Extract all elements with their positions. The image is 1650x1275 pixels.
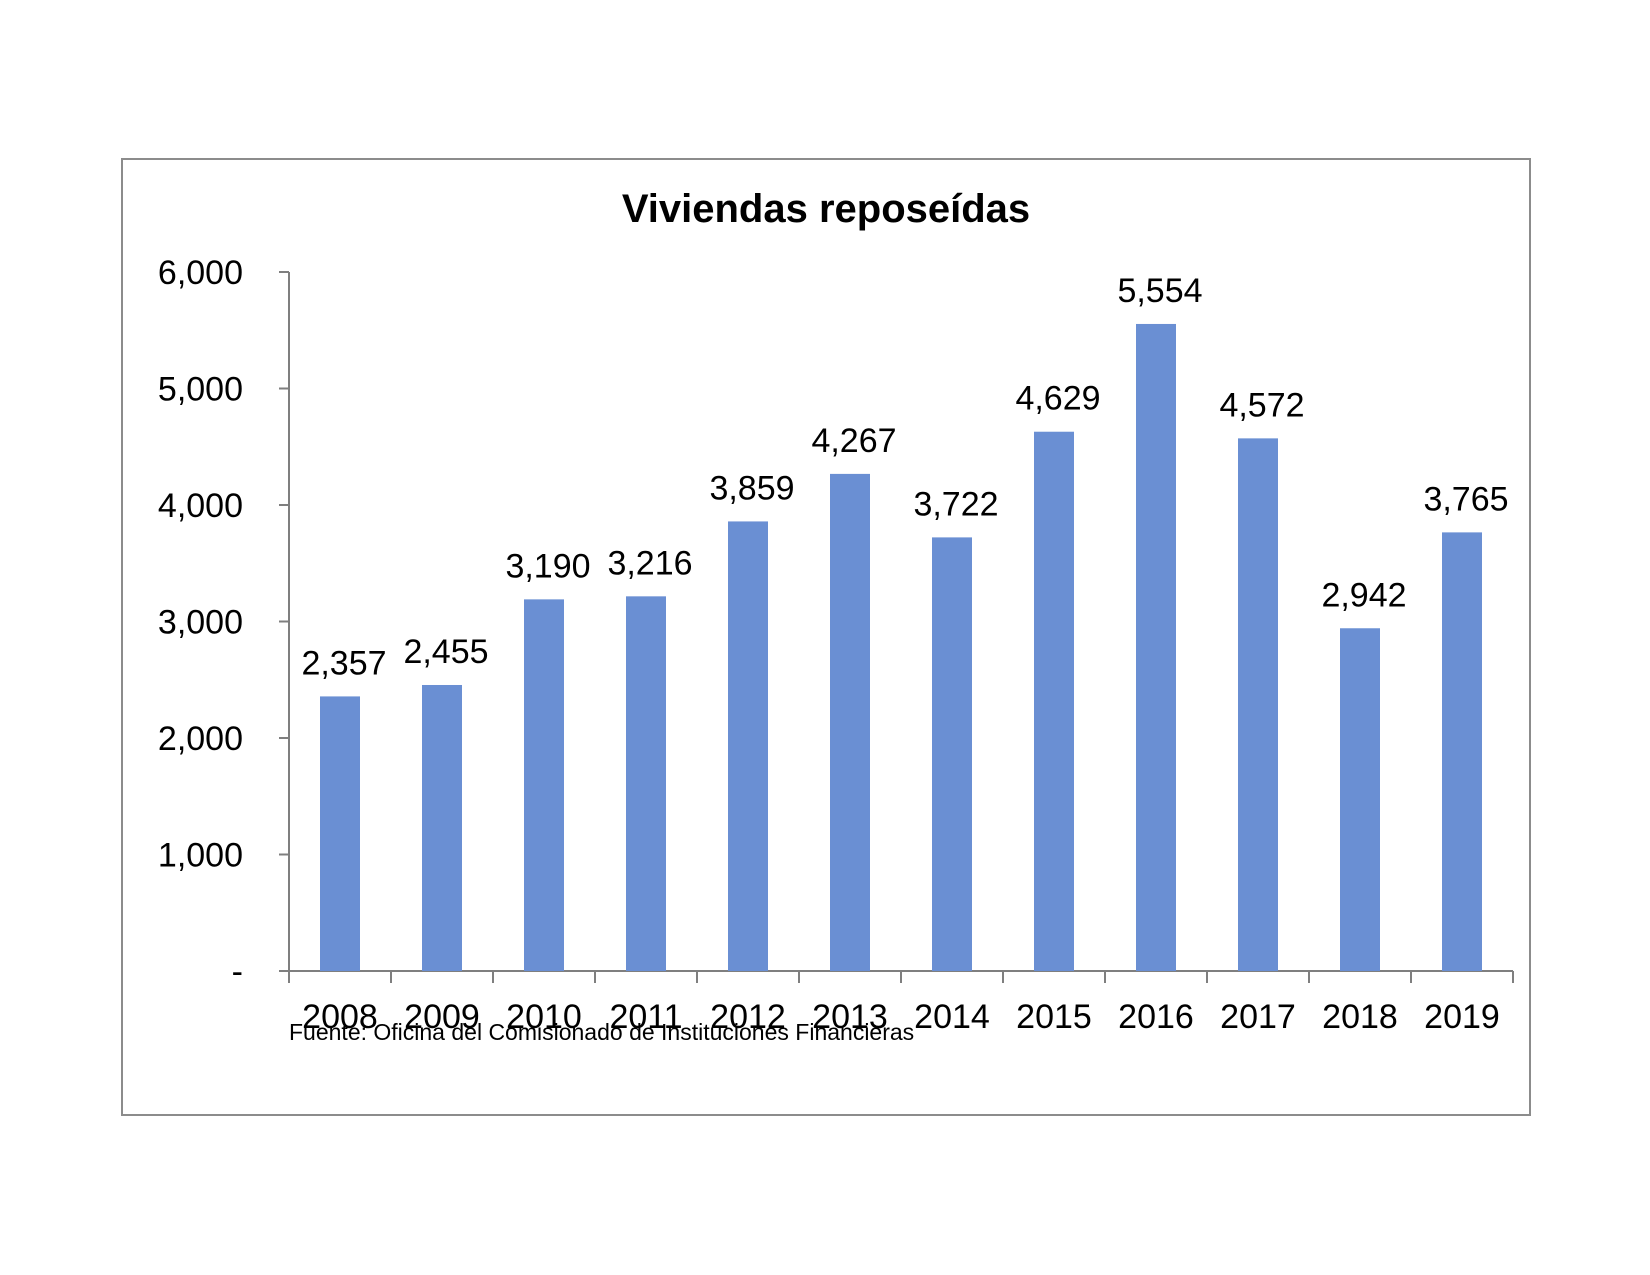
bar-2017 bbox=[1238, 438, 1278, 971]
data-label-2012: 3,859 bbox=[709, 469, 794, 507]
y-tick-label: 4,000 bbox=[158, 487, 243, 525]
y-tick-label: 1,000 bbox=[158, 837, 243, 875]
bar-2009 bbox=[422, 684, 462, 971]
source-note: Fuente: Oficina del Comisionado de Insti… bbox=[289, 1019, 914, 1045]
data-label-2009: 2,455 bbox=[403, 633, 488, 671]
data-label-2010: 3,190 bbox=[505, 547, 590, 585]
x-tick-label-2008: 2008 bbox=[302, 998, 378, 1036]
bar-chart: Viviendas reposeídas - 1,000 2,000 3,000 4,0… bbox=[158, 187, 1514, 1045]
x-tick-label-2014: 2014 bbox=[914, 998, 990, 1036]
bar-2016 bbox=[1136, 323, 1176, 971]
bar-2013 bbox=[830, 473, 870, 971]
y-tick-label: 2,000 bbox=[158, 720, 243, 758]
bar-2008 bbox=[320, 696, 360, 971]
data-label-2014: 3,722 bbox=[913, 485, 998, 523]
x-tick-label-2010: 2010 bbox=[506, 998, 582, 1036]
x-tick-label-2013: 2013 bbox=[812, 998, 888, 1036]
y-tick-label: - bbox=[232, 953, 243, 991]
y-tick-label: 3,000 bbox=[158, 604, 243, 642]
data-label-2008: 2,357 bbox=[301, 644, 386, 682]
bar-2010 bbox=[524, 599, 564, 971]
data-label-2019: 3,765 bbox=[1423, 480, 1508, 518]
data-label-2018: 2,942 bbox=[1321, 576, 1406, 614]
x-tick-label-2015: 2015 bbox=[1016, 998, 1092, 1036]
bar-2019 bbox=[1442, 532, 1482, 971]
data-label-2016: 5,554 bbox=[1117, 272, 1202, 310]
bar-2011 bbox=[626, 596, 666, 971]
data-label-2017: 4,572 bbox=[1219, 386, 1304, 424]
x-tick-label-2019: 2019 bbox=[1424, 998, 1500, 1036]
bar-2015 bbox=[1034, 431, 1074, 971]
y-tick-label: 6,000 bbox=[158, 254, 243, 292]
x-tick-label-2009: 2009 bbox=[404, 998, 480, 1036]
x-tick-label-2012: 2012 bbox=[710, 998, 786, 1036]
x-tick-label-2011: 2011 bbox=[609, 998, 682, 1036]
x-tick-label-2016: 2016 bbox=[1118, 998, 1194, 1036]
x-tick-label-2017: 2017 bbox=[1220, 998, 1296, 1036]
data-label-2015: 4,629 bbox=[1015, 380, 1100, 418]
bar-2014 bbox=[932, 537, 972, 971]
chart-frame: Viviendas reposeídas - 1,000 2,000 3,000 4,0… bbox=[121, 158, 1531, 1116]
bar-2018 bbox=[1340, 628, 1380, 971]
data-label-2013: 4,267 bbox=[811, 422, 896, 460]
chart-title: Viviendas reposeídas bbox=[622, 187, 1030, 231]
y-tick-label: 5,000 bbox=[158, 371, 243, 409]
data-label-2011: 3,216 bbox=[607, 544, 692, 582]
x-tick-label-2018: 2018 bbox=[1322, 998, 1398, 1036]
bar-2012 bbox=[728, 521, 768, 971]
